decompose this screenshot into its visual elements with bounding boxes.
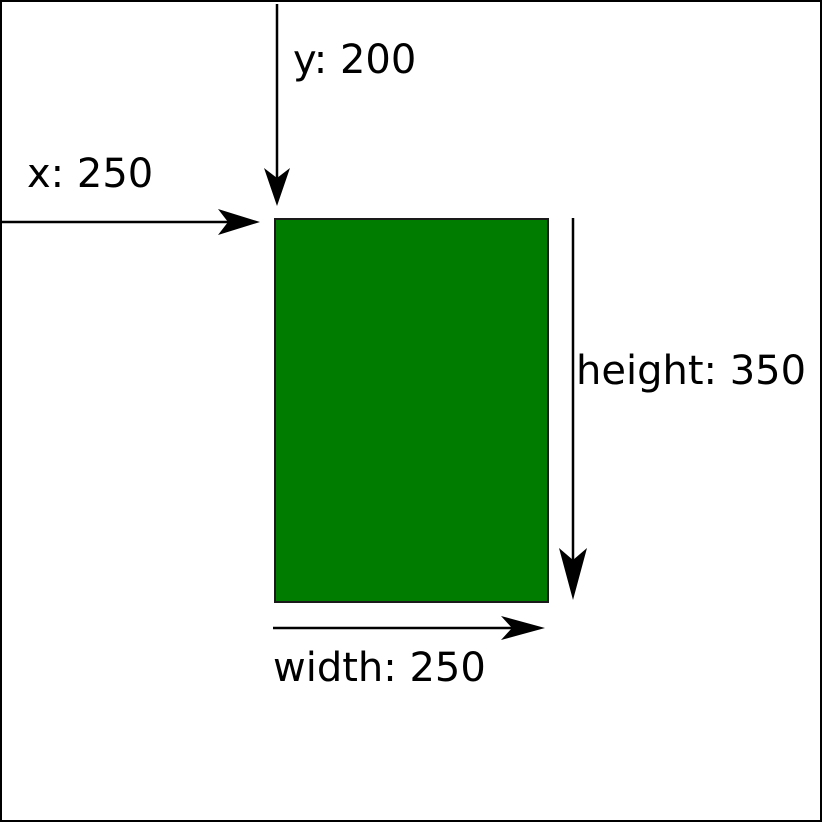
y-label: y: 200 (293, 37, 416, 83)
y-arrow (264, 4, 290, 206)
green-rectangle (274, 218, 549, 603)
height-label: height: 350 (576, 348, 806, 394)
x-label: x: 250 (27, 151, 153, 197)
x-arrow (0, 209, 260, 235)
width-arrow (273, 616, 545, 640)
height-arrow (559, 218, 587, 600)
width-label: width: 250 (273, 645, 486, 691)
